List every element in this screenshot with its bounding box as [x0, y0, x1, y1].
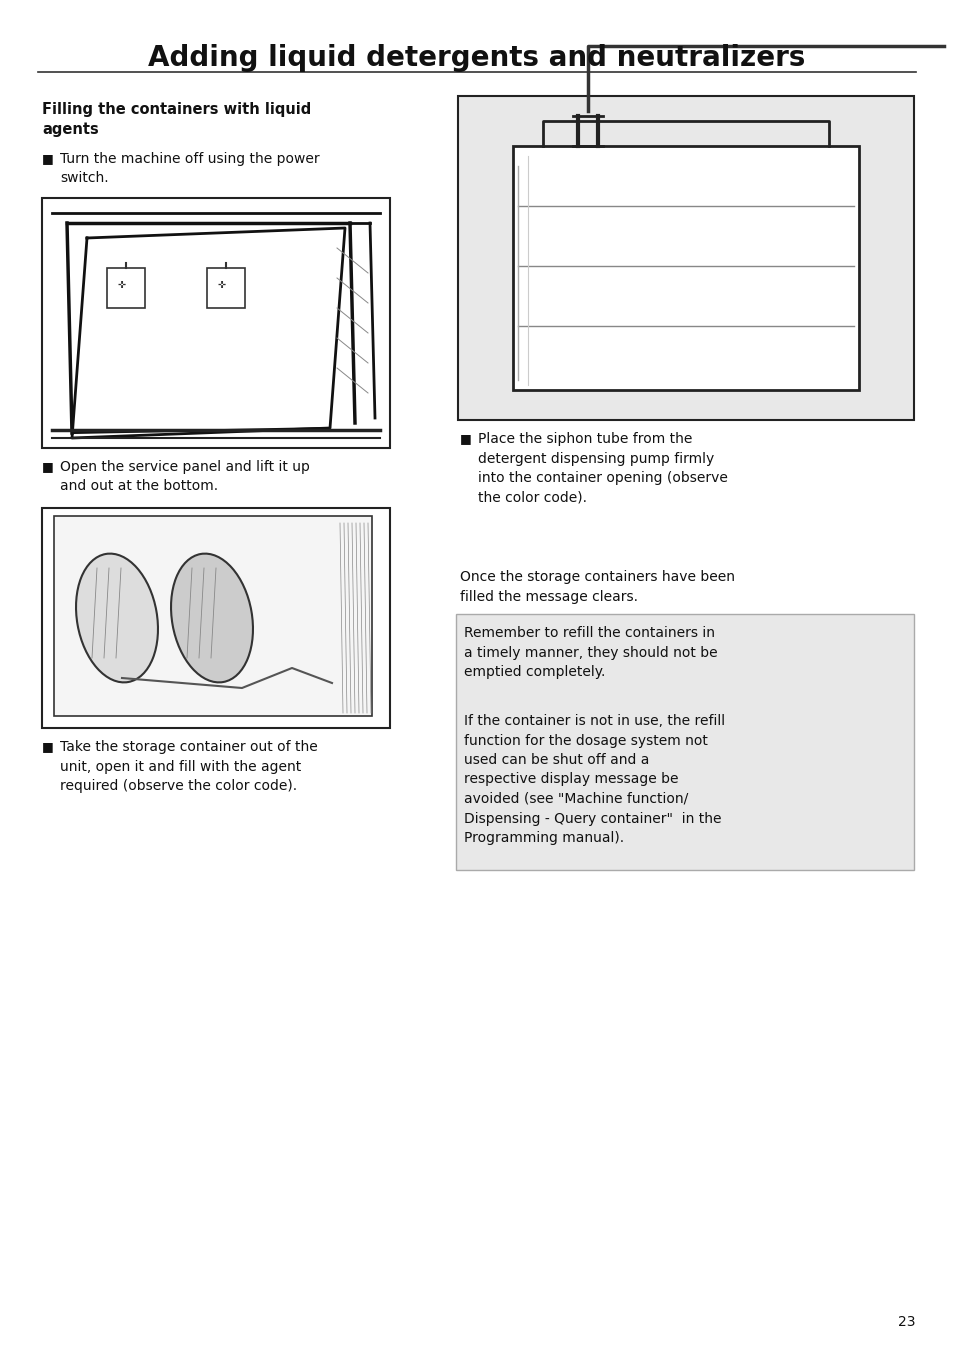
- Text: ■: ■: [459, 433, 471, 445]
- Text: Place the siphon tube from the
detergent dispensing pump firmly
into the contain: Place the siphon tube from the detergent…: [477, 433, 727, 504]
- Text: 23: 23: [898, 1315, 915, 1329]
- Text: ✜: ✜: [216, 280, 225, 289]
- Bar: [42, 508, 390, 727]
- FancyBboxPatch shape: [456, 614, 913, 869]
- Text: ■: ■: [42, 151, 53, 165]
- Bar: [513, 146, 858, 389]
- Ellipse shape: [171, 553, 253, 683]
- Bar: [107, 268, 145, 308]
- Text: Turn the machine off using the power
switch.: Turn the machine off using the power swi…: [60, 151, 319, 185]
- Bar: [42, 197, 390, 448]
- Text: Filling the containers with liquid
agents: Filling the containers with liquid agent…: [42, 101, 311, 137]
- Text: ✜: ✜: [117, 280, 125, 289]
- Text: ■: ■: [42, 460, 53, 473]
- Text: If the container is not in use, the refill
function for the dosage system not
us: If the container is not in use, the refi…: [463, 714, 724, 845]
- Text: Adding liquid detergents and neutralizers: Adding liquid detergents and neutralizer…: [148, 45, 805, 72]
- Text: Remember to refill the containers in
a timely manner, they should not be
emptied: Remember to refill the containers in a t…: [463, 626, 717, 679]
- Text: Take the storage container out of the
unit, open it and fill with the agent
requ: Take the storage container out of the un…: [60, 740, 317, 794]
- Text: ■: ■: [42, 740, 53, 753]
- Bar: [207, 268, 245, 308]
- Ellipse shape: [76, 553, 158, 683]
- Bar: [457, 96, 913, 420]
- Bar: [54, 516, 372, 717]
- Text: Open the service panel and lift it up
and out at the bottom.: Open the service panel and lift it up an…: [60, 460, 310, 493]
- Text: Once the storage containers have been
filled the message clears.: Once the storage containers have been fi…: [459, 571, 734, 603]
